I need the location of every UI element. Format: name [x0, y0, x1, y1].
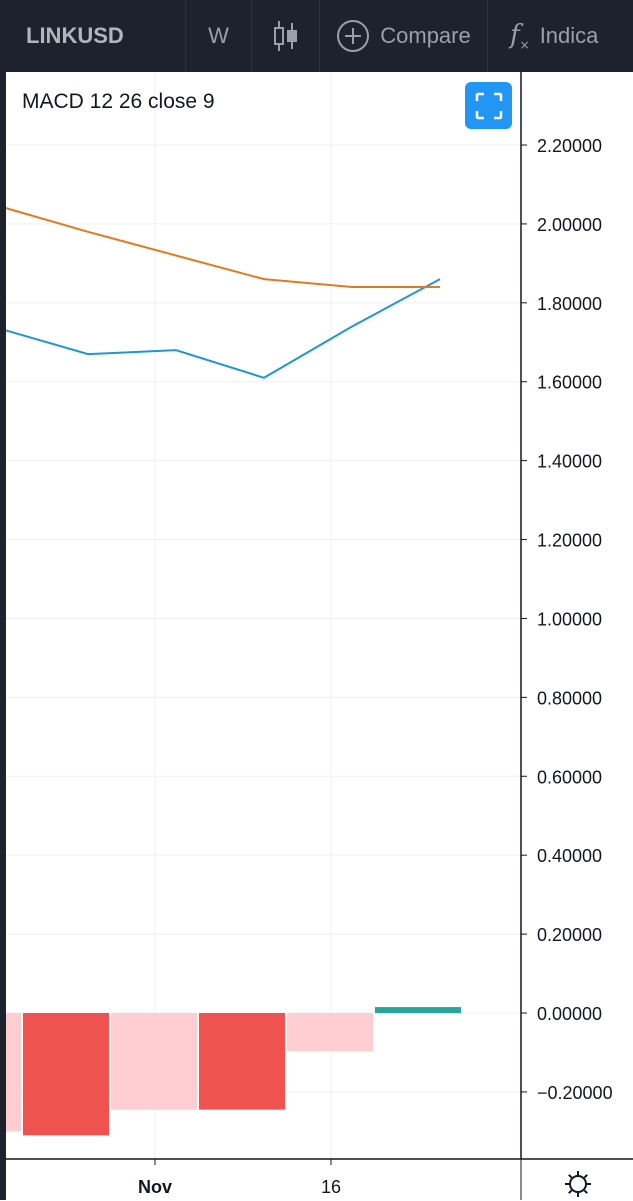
compare-button[interactable]: Compare [320, 0, 488, 72]
histogram-bar [111, 1013, 197, 1110]
price-label: 1.60000 [537, 373, 602, 393]
function-icon: f× [510, 19, 530, 53]
chart-type-button[interactable] [252, 0, 320, 72]
top-toolbar: LINKUSD W Compare f× Indica [0, 0, 633, 72]
price-label: 0.60000 [537, 767, 602, 787]
indicators-label: Indica [539, 23, 599, 48]
time-label: Nov [138, 1177, 172, 1197]
price-label: 1.40000 [537, 452, 602, 472]
fullscreen-button[interactable] [465, 82, 512, 129]
signal-line [5, 207, 440, 289]
fullscreen-icon [475, 92, 502, 119]
time-label: 16 [321, 1177, 341, 1197]
histogram-bar [287, 1013, 373, 1052]
price-label: 0.40000 [537, 846, 602, 866]
indicators-button[interactable]: f× Indica [488, 0, 633, 72]
price-label: 1.20000 [537, 531, 602, 551]
candlestick-icon [273, 21, 297, 51]
histogram-bar [199, 1013, 285, 1110]
price-label: 1.00000 [537, 609, 602, 629]
histogram-bar [6, 1013, 21, 1132]
symbol-label: LINKUSD [26, 23, 124, 48]
left-edge [0, 72, 6, 1200]
plus-circle-icon [337, 20, 370, 52]
histogram-bar [375, 1007, 461, 1013]
macd-chart[interactable]: 2.20000 2.00000 1.80000 1.60000 1.40000 1.200… [0, 72, 633, 1200]
compare-label: Compare [380, 23, 471, 48]
macd-line [5, 278, 441, 379]
gear-icon [565, 1171, 591, 1197]
histogram-bar [23, 1013, 109, 1136]
symbol-search-button[interactable]: LINKUSD [0, 0, 186, 72]
indicator-legend[interactable]: MACD 12 26 close 9 [22, 90, 215, 113]
interval-button[interactable]: W [186, 0, 252, 72]
interval-label: W [208, 23, 229, 48]
price-label: 1.80000 [537, 294, 602, 314]
price-label: 2.00000 [537, 215, 602, 235]
price-label: −0.20000 [537, 1083, 613, 1103]
price-label: 2.20000 [537, 136, 602, 156]
price-label: 0.80000 [537, 688, 602, 708]
price-label: 0.20000 [537, 925, 602, 945]
plot-area [6, 72, 521, 1159]
price-label: 0.00000 [537, 1004, 602, 1024]
chart-settings-button[interactable] [560, 1167, 596, 1201]
